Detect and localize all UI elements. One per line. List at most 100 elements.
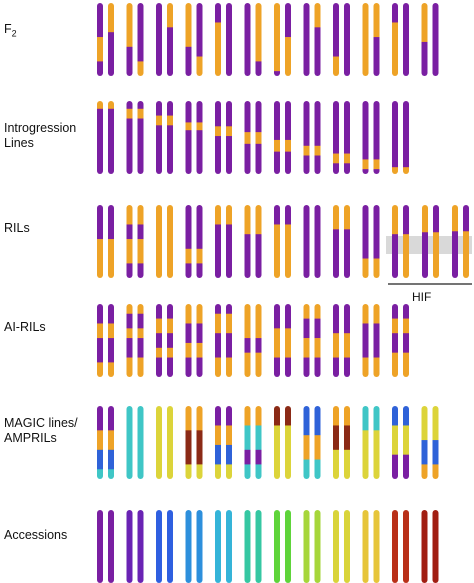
magic-pair-9-a — [362, 406, 369, 479]
introgression-pair-8-a-segment — [333, 163, 339, 174]
ai-rils-pair-7-b-segment — [314, 304, 321, 319]
rils-pair-8-b-segment — [344, 205, 350, 230]
ai-rils-pair-8-b — [344, 304, 350, 377]
rils-pair-3-a-segment — [185, 205, 192, 250]
introgression-pair-2-a-segment — [156, 115, 162, 126]
accession-6-b-segment — [285, 510, 291, 583]
introgression-pair-1-b-segment — [137, 118, 144, 174]
ai-rils-pair-3-b-segment — [196, 342, 203, 358]
introgression-pair-1-b-segment — [137, 108, 144, 119]
accession-8-a — [333, 510, 339, 583]
rils-pair-1-b-segment — [137, 224, 144, 240]
magic-pair-11-b-segment — [432, 440, 439, 465]
magic-pair-2-b-segment — [167, 406, 173, 479]
ai-rils-pair-10-b-segment — [403, 333, 409, 353]
ai-rils-pair-5-a-segment — [244, 304, 251, 339]
introgression-pair-6-b-segment — [285, 139, 291, 152]
rils-pair-11-a-segment — [422, 232, 428, 278]
accession-8-a-segment — [333, 510, 339, 583]
f2-pair-9-b — [373, 3, 380, 76]
f2-pair-8-a-segment — [333, 56, 339, 76]
ai-rils-pair-2-b-segment — [167, 357, 173, 377]
rils-pair-1-b-segment — [137, 239, 144, 264]
ai-rils-pair-3-a-segment — [185, 342, 192, 358]
rils-pair-0-a-segment — [97, 205, 103, 240]
accession-7-b — [314, 510, 321, 583]
ai-rils-pair-7-a-segment — [303, 357, 310, 377]
ai-rils-pair-2-a-segment — [156, 357, 162, 377]
magic-pair-10-b-segment — [403, 454, 409, 479]
rils-pair-4-a-segment — [215, 224, 221, 278]
label-introgression-line1: Introgression — [4, 121, 77, 135]
accession-6-b — [285, 510, 291, 583]
magic-pair-4-b-segment — [226, 425, 232, 446]
introgression-pair-9-b — [373, 101, 380, 174]
magic-pair-3-a-segment — [185, 464, 192, 479]
magic-pair-2-b — [167, 406, 173, 479]
introgression-pair-9-b-segment — [373, 169, 380, 174]
rils-pair-4-b-segment — [226, 205, 232, 225]
rils-pair-3-a-segment — [185, 263, 192, 278]
rils-pair-6-a-segment — [274, 224, 280, 278]
magic-pair-10-a-segment — [392, 406, 398, 426]
magic-pair-7-a-segment — [303, 435, 310, 460]
f2-pair-10-a-segment — [392, 22, 398, 76]
magic-pair-1-a-segment — [126, 406, 133, 479]
magic-pair-5-b-segment — [255, 464, 262, 479]
introgression-pair-4-b-segment — [226, 126, 232, 137]
magic-pair-6-a-segment — [274, 406, 280, 426]
magic-pair-7-b-segment — [314, 435, 321, 460]
f2-pair-8-b-segment — [344, 3, 350, 76]
ai-rils-pair-5-a — [244, 304, 251, 377]
magic-pair-4-b-segment — [226, 464, 232, 479]
magic-pair-10-a-segment — [392, 454, 398, 479]
ai-rils-pair-7-a-segment — [303, 338, 310, 358]
magic-pair-8-a — [333, 406, 339, 479]
accession-9-b-segment — [373, 510, 380, 583]
f2-pair-8-a — [333, 3, 339, 76]
magic-pair-10-b-segment — [403, 425, 409, 455]
ai-rils-pair-0-b-segment — [108, 338, 114, 363]
introgression-pair-2-b — [167, 101, 173, 174]
f2-pair-1-a — [126, 3, 133, 76]
rils-pair-9-a-segment — [362, 258, 369, 278]
ai-rils-pair-6-b-segment — [285, 328, 291, 358]
introgression-pair-3-b — [196, 101, 203, 174]
accession-4-a-segment — [215, 510, 221, 583]
introgression-pair-5-b — [255, 101, 262, 174]
magic-pair-6-b-segment — [285, 406, 291, 426]
ai-rils-pair-8-a — [333, 304, 339, 377]
ai-rils-pair-10-b-segment — [403, 304, 409, 319]
rils-pair-0-b-segment — [108, 205, 114, 240]
magic-pair-11-a-segment — [421, 440, 428, 465]
introgression-pair-4-b — [226, 101, 232, 174]
f2-pair-3-a-segment — [185, 46, 192, 76]
accession-0-b — [108, 510, 114, 583]
f2-pair-9-b-segment — [373, 3, 380, 38]
introgression-pair-4-b-segment — [226, 101, 232, 127]
f2-pair-0-b-segment — [108, 3, 114, 33]
magic-pair-0-b-segment — [108, 449, 114, 470]
introgression-pair-7-a-segment — [303, 155, 310, 174]
f2-pair-1-b-segment — [137, 3, 144, 62]
f2-pair-9-b-segment — [373, 37, 380, 76]
rils-pair-3-b-segment — [196, 248, 203, 264]
accession-3-b-segment — [196, 510, 203, 583]
ai-rils-pair-0-a-segment — [97, 323, 103, 339]
introgression-pair-4-a — [215, 101, 221, 174]
ai-rils-pair-1-a-segment — [126, 313, 133, 329]
label-introgression: Introgression Lines — [4, 121, 76, 151]
rils-pair-1-a-segment — [126, 239, 133, 264]
ai-rils-pair-7-a — [303, 304, 310, 377]
ai-rils-pair-3-b-segment — [196, 304, 203, 324]
introgression-pair-3-b-segment — [196, 101, 203, 123]
ai-rils-pair-0-b-segment — [108, 362, 114, 377]
rils-pair-8-b-segment — [344, 229, 350, 278]
f2-pair-1-b — [137, 3, 144, 76]
accession-0-b-segment — [108, 510, 114, 583]
f2-pair-11-b-segment — [432, 3, 439, 76]
rils-pair-7-a-segment — [303, 205, 310, 278]
rils-pair-1-b-segment — [137, 263, 144, 278]
ai-rils-pair-7-b-segment — [314, 318, 321, 339]
f2-pair-1-a-segment — [126, 46, 133, 76]
